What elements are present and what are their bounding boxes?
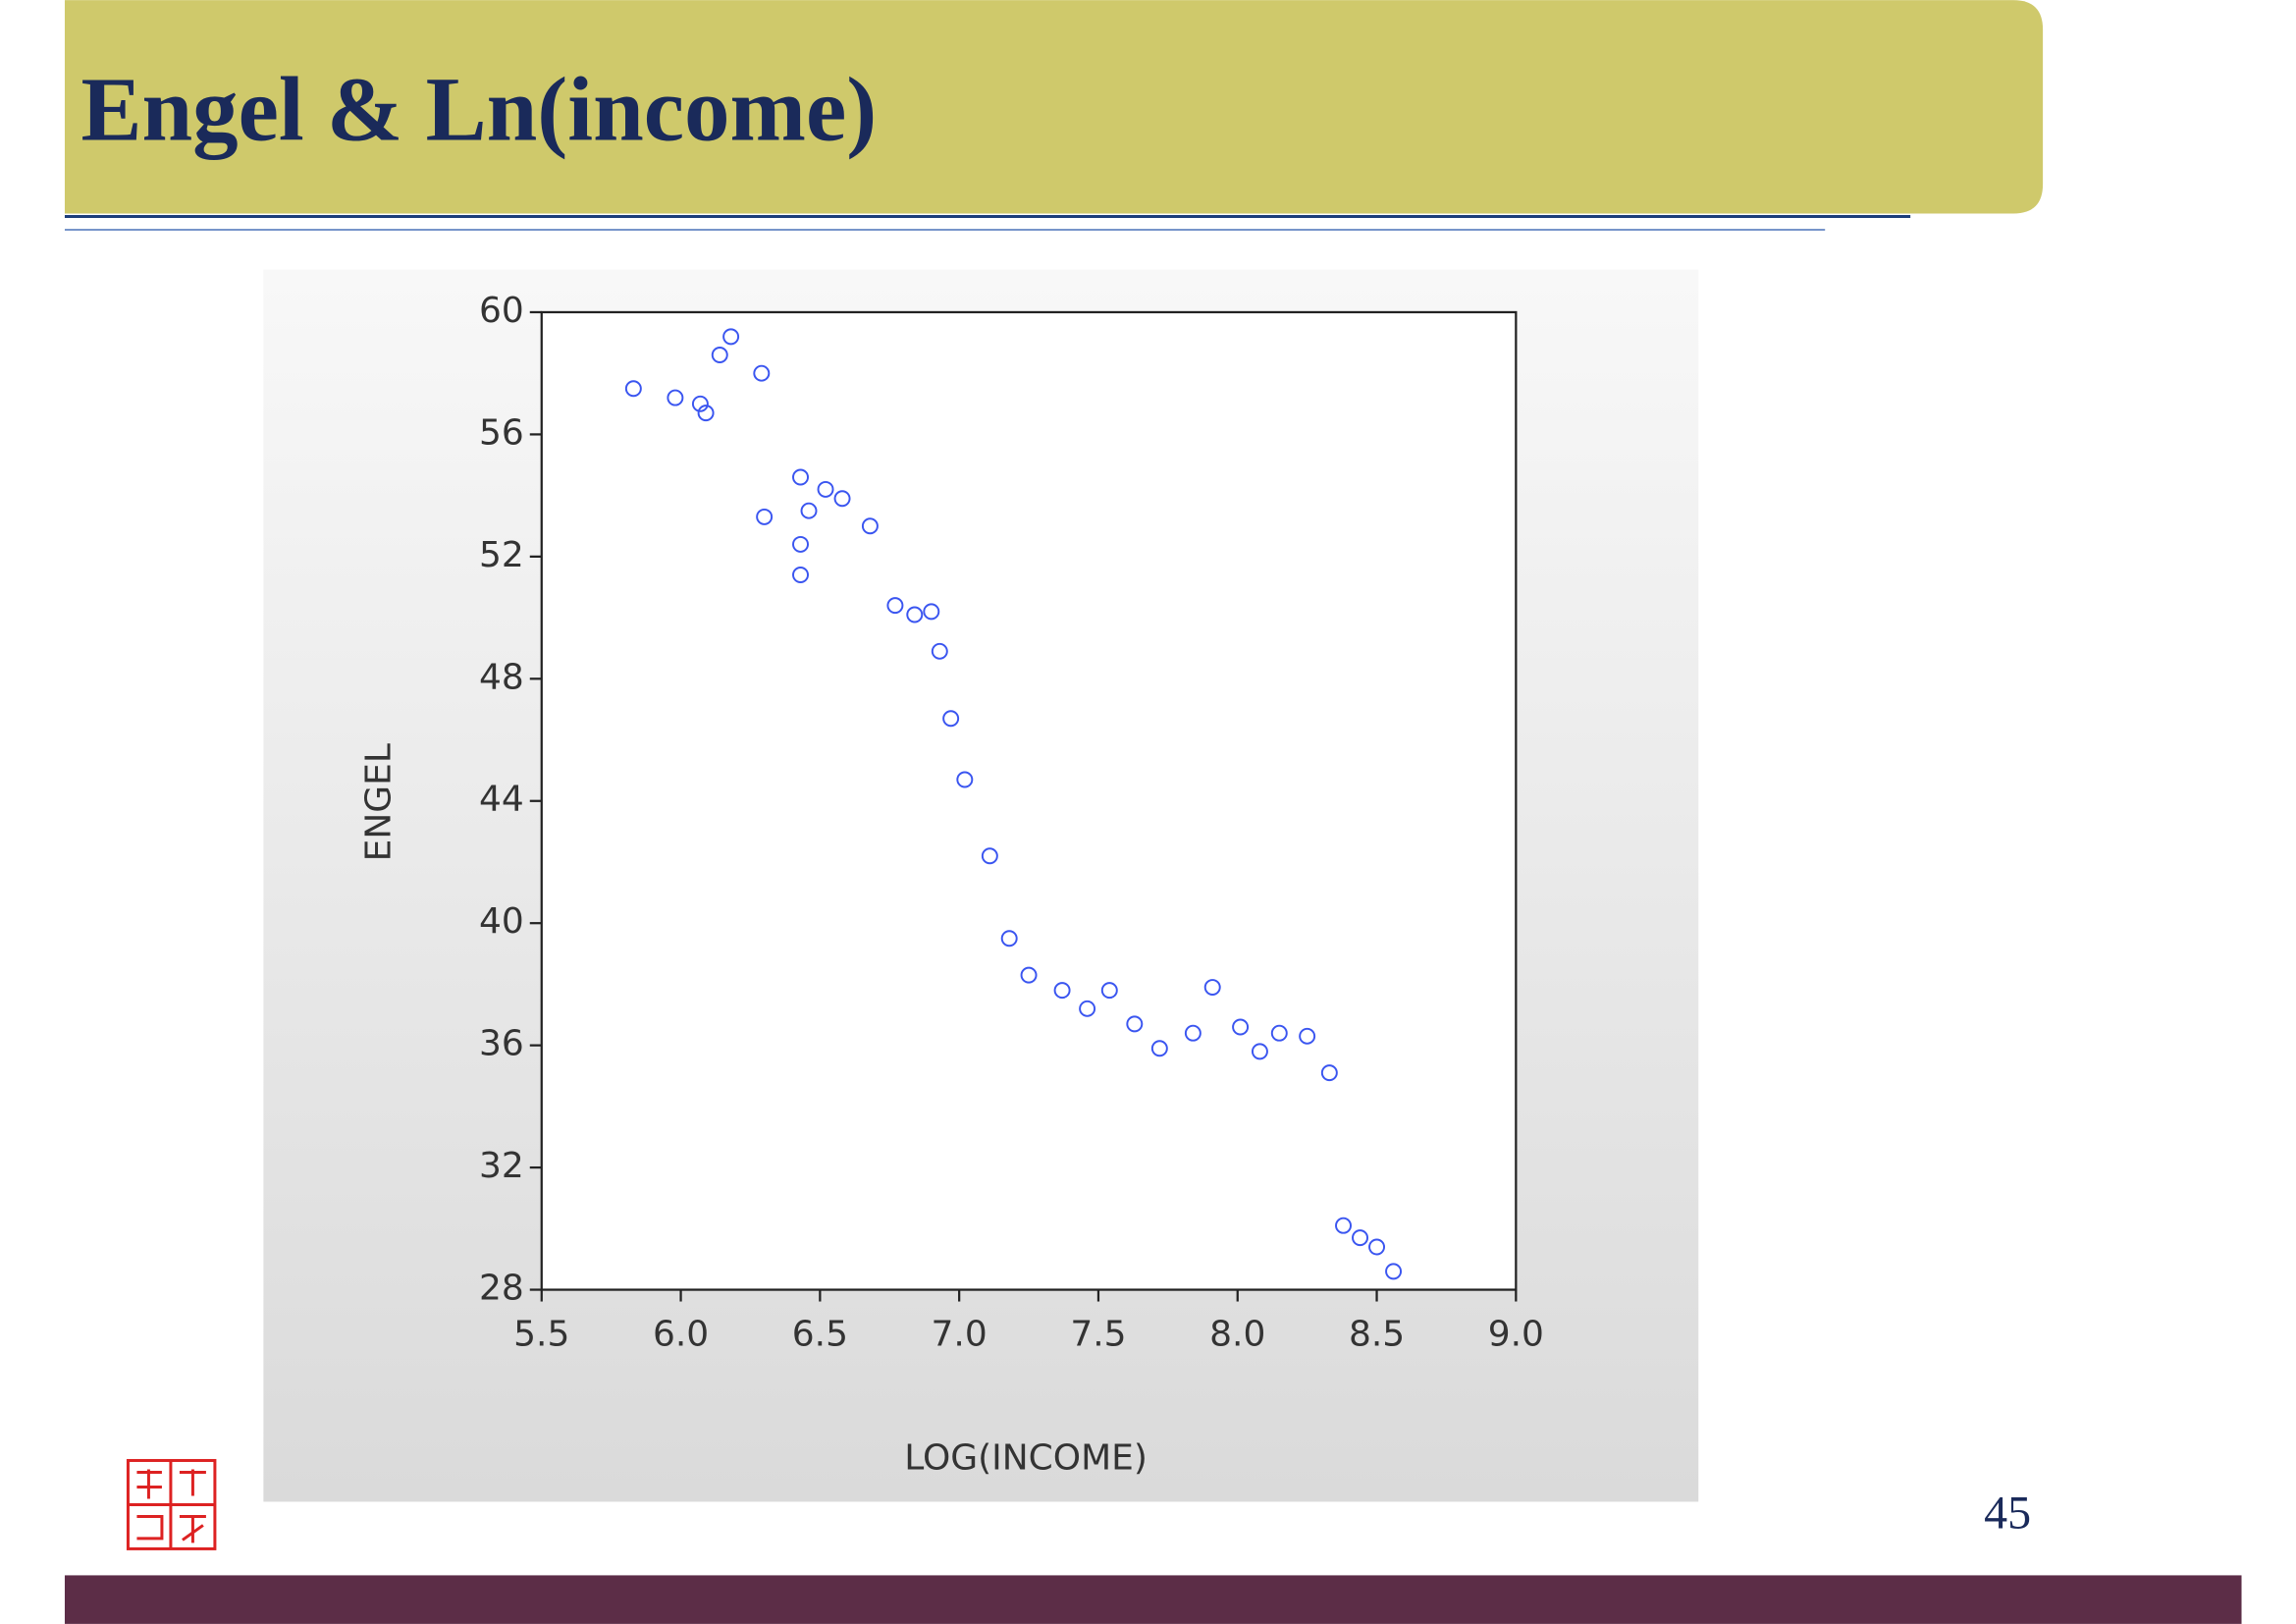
y-tick-label: 32 (479, 1146, 524, 1186)
point (800, 502, 818, 519)
y-tick-label: 56 (479, 412, 524, 453)
point (981, 847, 998, 865)
point (1126, 1015, 1144, 1033)
point (1000, 930, 1018, 947)
point (1203, 979, 1221, 997)
x-tick-label: 8.0 (1209, 1315, 1265, 1355)
y-tick-label: 36 (479, 1024, 524, 1064)
point (1320, 1064, 1338, 1082)
point (753, 364, 771, 382)
point (1385, 1263, 1403, 1280)
x-tick-label: 6.0 (653, 1315, 709, 1355)
point (711, 347, 728, 363)
y-tick-label: 52 (479, 535, 524, 575)
x-tick-label: 9.0 (1488, 1315, 1544, 1355)
point (1020, 966, 1038, 984)
point (931, 642, 948, 660)
point (817, 480, 834, 498)
x-tick-label: 5.5 (513, 1315, 569, 1355)
y-tick-label: 60 (479, 291, 524, 331)
point (1232, 1018, 1250, 1036)
point (697, 405, 715, 422)
plot-area (540, 310, 1518, 1291)
point (1079, 1000, 1096, 1017)
point (722, 328, 740, 346)
point (792, 535, 809, 553)
point (1251, 1043, 1268, 1060)
point (1184, 1024, 1201, 1042)
point (833, 490, 851, 508)
point (923, 603, 940, 621)
x-tick-label: 8.5 (1349, 1315, 1405, 1355)
seal (126, 1458, 217, 1550)
point (792, 468, 809, 486)
point (667, 389, 684, 406)
point (624, 380, 642, 398)
point (792, 567, 809, 583)
point (1368, 1238, 1386, 1256)
slide-title: Engel & Ln(income) (80, 60, 877, 161)
y-tick-label: 48 (479, 657, 524, 697)
point (1270, 1024, 1288, 1042)
point (956, 771, 974, 788)
point (1299, 1027, 1316, 1045)
y-tick-label: 44 (479, 780, 524, 820)
point (691, 395, 709, 412)
x-tick-label: 7.5 (1070, 1315, 1126, 1355)
page-number: 45 (1984, 1487, 2031, 1539)
point (1150, 1040, 1168, 1057)
point (906, 606, 924, 623)
y-tick-label: 28 (479, 1269, 524, 1309)
point (1335, 1217, 1352, 1234)
x-tick-label: 7.0 (932, 1315, 988, 1355)
point (1100, 982, 1118, 1000)
y-tick-label: 40 (479, 901, 524, 942)
y-axis-label: ENGEL (358, 743, 399, 861)
x-axis-label: LOG(INCOME) (904, 1437, 1148, 1478)
point (1352, 1229, 1368, 1247)
header-bar (64, 0, 2044, 214)
point (886, 597, 904, 615)
point (756, 508, 774, 525)
point (1053, 982, 1071, 1000)
x-tick-label: 6.5 (792, 1315, 848, 1355)
footer-bar (64, 1575, 2242, 1624)
point (942, 710, 960, 728)
point (861, 517, 879, 535)
